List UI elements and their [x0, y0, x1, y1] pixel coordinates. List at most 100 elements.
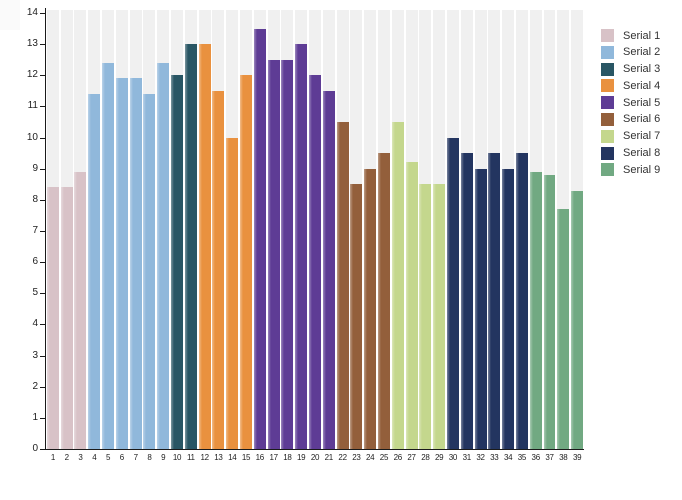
x-axis-tick-label: 27 [407, 453, 416, 462]
y-axis-tick [39, 137, 45, 139]
bar [295, 44, 308, 449]
corner-artifact [0, 0, 20, 30]
y-axis-tick-label: 8 [32, 193, 38, 205]
bar [364, 168, 377, 449]
y-axis-tick-label: 6 [32, 256, 38, 268]
legend-swatch [601, 129, 614, 143]
x-axis-tick-label: 22 [338, 453, 347, 462]
legend-label: Serial 2 [623, 46, 661, 59]
legend-swatch [601, 146, 614, 160]
x-axis-tick-label: 29 [434, 453, 444, 462]
bar [143, 93, 156, 449]
y-axis-tick-label: 4 [32, 318, 38, 330]
bar [571, 190, 584, 449]
x-axis-tick-label: 15 [241, 453, 251, 462]
legend: Serial 1 Serial 2 Serial 3 Serial 4 Serial 5… [601, 29, 660, 180]
legend-swatch [601, 29, 614, 42]
y-axis-tick-label: 3 [32, 349, 38, 361]
bar [102, 62, 115, 449]
y-axis-tick [39, 106, 45, 108]
legend-item: Serial 3 [601, 62, 660, 76]
bar [281, 59, 294, 449]
x-axis-tick-label: 23 [352, 453, 361, 462]
x-axis-tick-label: 5 [105, 453, 111, 462]
bar [529, 171, 542, 449]
y-axis-tick-label: 9 [32, 162, 38, 174]
legend-label: Serial 5 [623, 96, 661, 109]
legend-item: Serial 5 [601, 96, 661, 110]
bar [557, 209, 570, 449]
y-axis-tick [39, 13, 45, 14]
y-axis-tick-label: 11 [27, 100, 38, 112]
x-axis-tick-label: 7 [133, 453, 138, 462]
legend-label: Serial 4 [623, 79, 661, 92]
legend-item: Serial 1 [601, 29, 660, 42]
x-axis-tick-label: 32 [476, 453, 485, 462]
x-axis-tick-label: 19 [297, 453, 306, 462]
x-axis-tick-label: 30 [448, 453, 458, 462]
x-axis-tick-label: 6 [119, 453, 124, 462]
bar [502, 168, 515, 449]
y-axis-tick [39, 449, 45, 450]
x-axis-tick-label: 8 [147, 453, 152, 462]
legend-item: Serial 6 [601, 112, 660, 126]
bar [253, 28, 266, 449]
x-axis-tick-label: 3 [78, 453, 83, 462]
x-axis-tick-label: 26 [393, 453, 403, 462]
x-axis-tick-label: 33 [490, 453, 499, 462]
y-axis-tick-label: 10 [26, 131, 38, 143]
legend-item: Serial 7 [601, 129, 661, 143]
x-axis-tick-label: 36 [531, 453, 541, 462]
x-axis-tick-label: 37 [545, 453, 554, 462]
bar [129, 78, 142, 449]
bar [74, 171, 87, 449]
y-axis-tick [39, 293, 45, 295]
bar [171, 75, 184, 449]
x-axis-tick-label: 21 [324, 453, 334, 462]
x-axis-tick-label: 14 [228, 453, 237, 462]
y-axis-tick-label: 2 [32, 380, 38, 392]
bar [515, 153, 528, 449]
y-axis-tick [39, 168, 45, 170]
bar [309, 75, 321, 449]
legend-label: Serial 8 [623, 147, 661, 160]
bar [446, 137, 459, 449]
x-axis-tick-label: 35 [517, 453, 527, 462]
x-axis-tick-label: 25 [379, 453, 389, 462]
y-axis-tick-label: 7 [32, 225, 38, 236]
y-axis-tick [39, 386, 45, 388]
x-axis-tick-label: 16 [255, 453, 265, 462]
bar [405, 162, 418, 449]
x-axis-tick-label: 2 [64, 453, 69, 462]
x-axis-tick-label: 28 [421, 453, 430, 462]
legend-swatch [601, 96, 614, 110]
y-axis-tick [39, 199, 45, 201]
bar [115, 78, 128, 449]
bar [184, 44, 197, 449]
x-axis-tick-label: 38 [559, 453, 568, 462]
y-axis-line [44, 8, 46, 450]
legend-swatch [601, 62, 614, 76]
bar [60, 187, 73, 449]
x-axis-tick-label: 18 [283, 453, 292, 462]
bar [474, 168, 487, 449]
bar [157, 62, 170, 449]
legend-label: Serial 7 [623, 130, 661, 143]
bar [198, 44, 211, 449]
legend-item: Serial 4 [601, 79, 661, 93]
bar [212, 90, 225, 449]
x-axis-tick-label: 12 [200, 453, 209, 462]
x-axis-line [44, 448, 584, 450]
bar [336, 122, 349, 449]
y-axis-tick [39, 324, 45, 326]
legend-swatch [601, 79, 614, 93]
y-axis-tick [39, 75, 45, 77]
x-axis-tick-label: 17 [269, 453, 278, 462]
x-axis-tick-label: 31 [462, 453, 472, 462]
legend-swatch [601, 112, 614, 126]
legend-swatch [601, 45, 614, 59]
bar [226, 137, 239, 449]
bar [460, 153, 473, 449]
y-axis-tick-label: 13 [26, 38, 38, 50]
